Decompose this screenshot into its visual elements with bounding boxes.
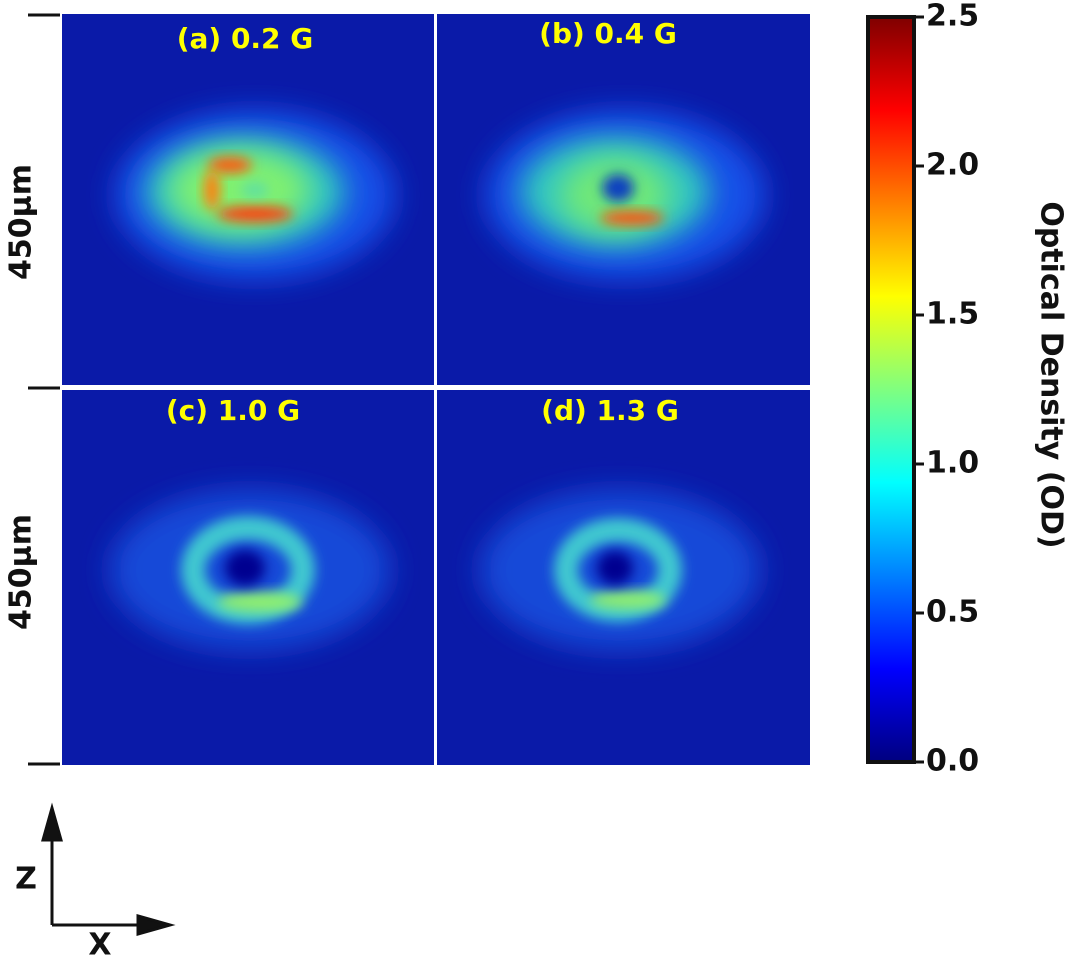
scale-label: 450μm — [4, 164, 39, 280]
tick-label: 0.0 — [926, 744, 979, 779]
panel-image — [62, 14, 434, 385]
axis-arrows — [41, 802, 176, 936]
panel-title: (a) 0.2 G — [177, 22, 314, 55]
tick-label: 1.5 — [926, 297, 979, 332]
tick-label: 2.0 — [926, 148, 979, 183]
colorbar-label: Optical Density (OD) — [1034, 201, 1069, 548]
panel-title: (d) 1.3 G — [541, 394, 679, 427]
tick-label: 0.5 — [926, 595, 979, 630]
scale-ticks — [28, 13, 60, 766]
colorbar-ticks: 0.0 0.5 1.0 1.5 2.0 2.5 — [914, 0, 979, 779]
axis-label: Z — [15, 862, 37, 897]
colorbar — [866, 15, 916, 764]
tick-label: 1.0 — [926, 446, 979, 481]
axis-label: X — [88, 928, 111, 962]
image-panels — [60, 12, 812, 767]
tick-label: 2.5 — [926, 0, 979, 34]
panel-image — [437, 14, 810, 385]
panel-title: (b) 0.4 G — [539, 17, 677, 50]
panel-image — [62, 390, 434, 765]
panel-image — [437, 390, 810, 765]
panel-title: (c) 1.0 G — [166, 394, 300, 427]
scale-label: 450μm — [4, 514, 39, 630]
